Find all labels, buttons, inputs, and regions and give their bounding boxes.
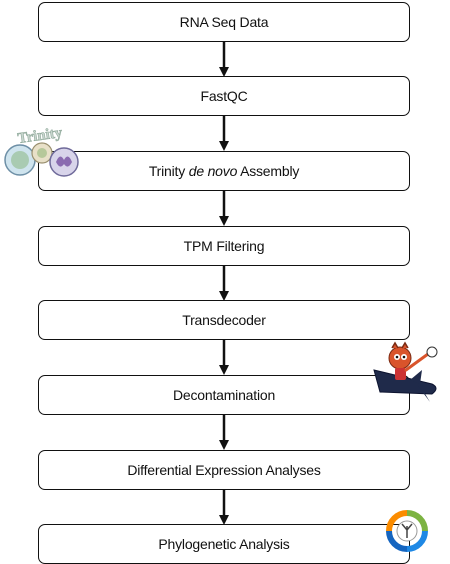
step-label: Trinity de novo Assembly	[148, 163, 300, 179]
step-fastqc: FastQC	[38, 76, 410, 116]
rocket-mascot-icon	[373, 341, 438, 402]
phylogeny-tree-icon	[386, 510, 428, 552]
step-label: Decontamination	[172, 387, 276, 403]
step-label-part: Trinity	[148, 163, 189, 179]
step-label: Differential Expression Analyses	[127, 462, 321, 478]
trinity-logo: Trinity	[4, 125, 79, 177]
step-tpm-filtering: TPM Filtering	[38, 226, 410, 266]
step-differential-expression: Differential Expression Analyses	[38, 450, 410, 490]
step-label-italic: de novo	[188, 163, 238, 179]
step-phylogenetic-analysis: Phylogenetic Analysis	[38, 524, 410, 564]
step-decontamination: Decontamination	[38, 375, 410, 415]
step-trinity-assembly: Trinity de novo Assembly	[38, 151, 410, 191]
step-label: TPM Filtering	[183, 238, 265, 254]
step-rna-seq-data: RNA Seq Data	[38, 2, 410, 42]
step-transdecoder: Transdecoder	[38, 300, 410, 340]
step-label-part: Assembly	[237, 163, 300, 179]
step-label: Transdecoder	[182, 312, 266, 328]
step-label: FastQC	[200, 88, 248, 104]
step-label: Phylogenetic Analysis	[158, 536, 290, 552]
trinity-logo-text: Trinity	[17, 125, 64, 147]
step-label: RNA Seq Data	[179, 14, 269, 30]
